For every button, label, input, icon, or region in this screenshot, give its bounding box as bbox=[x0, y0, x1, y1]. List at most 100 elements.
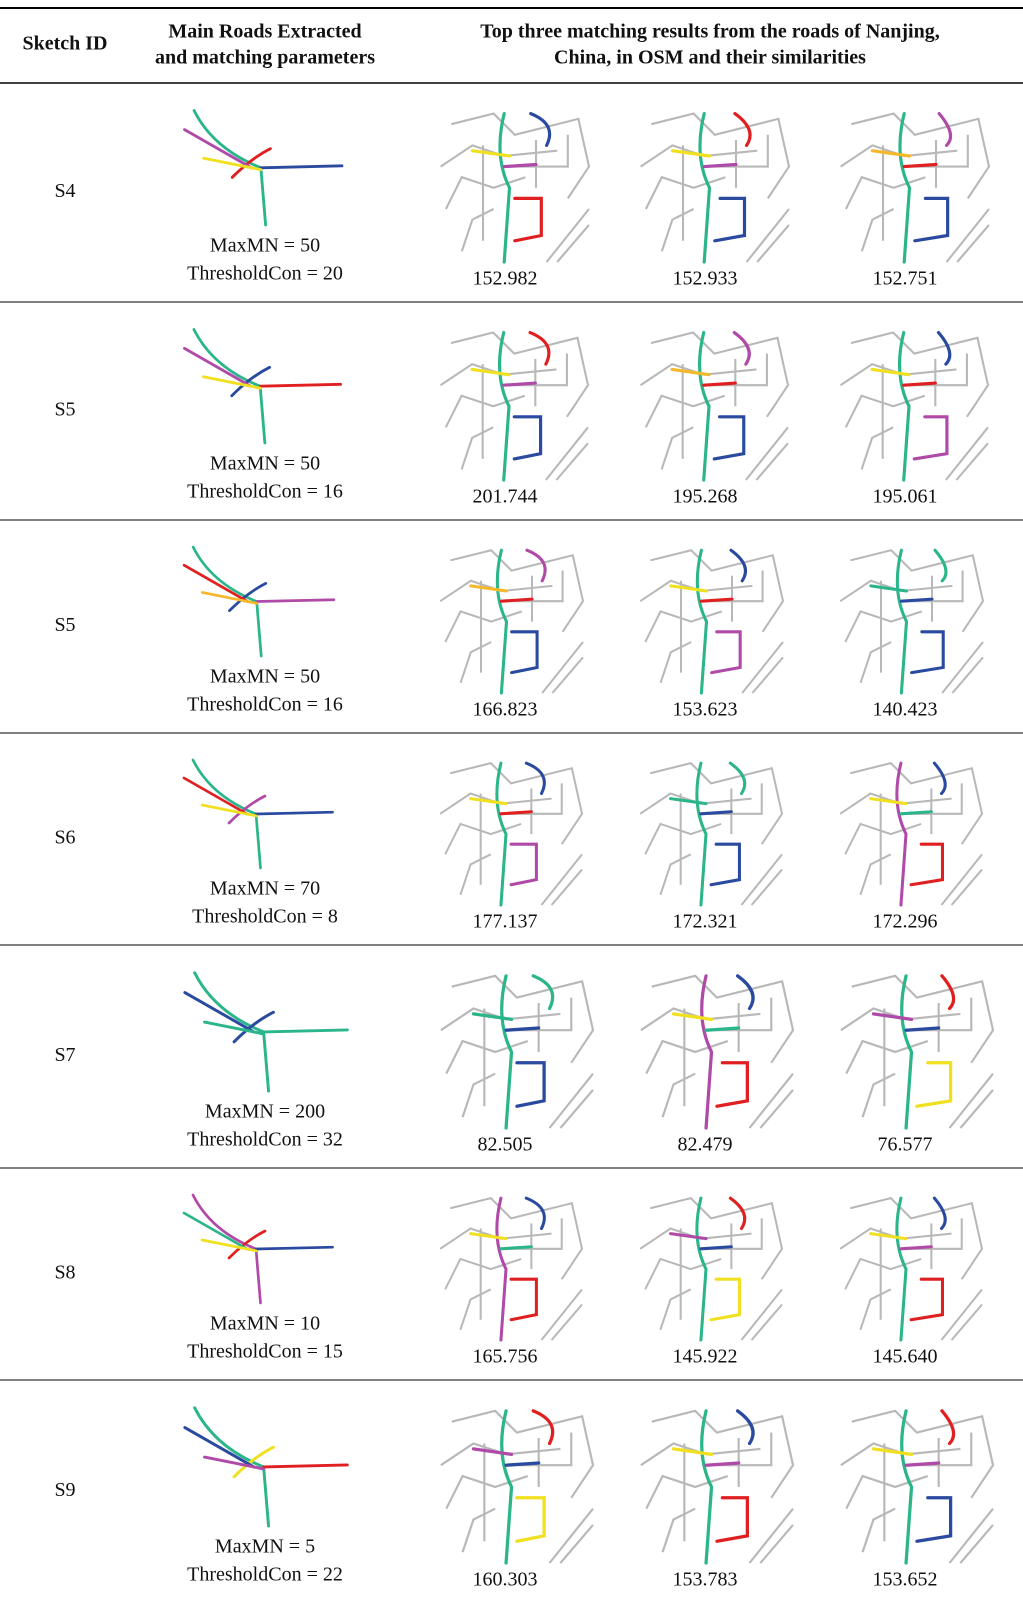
similarity-score: 76.577 bbox=[878, 1134, 933, 1156]
similarity-score: 152.751 bbox=[873, 268, 938, 290]
sketch-stroke bbox=[230, 365, 272, 398]
matched-road bbox=[940, 974, 956, 1011]
similarity-score: 195.061 bbox=[873, 486, 938, 508]
road bbox=[439, 1227, 552, 1250]
road bbox=[959, 1089, 994, 1129]
map-thumbnail bbox=[639, 761, 784, 907]
matched-road bbox=[698, 112, 712, 264]
matched-road bbox=[509, 842, 538, 887]
road bbox=[439, 362, 557, 387]
map-thumbnail bbox=[639, 330, 790, 482]
matched-road bbox=[470, 149, 512, 158]
road bbox=[756, 224, 790, 263]
matched-road bbox=[700, 974, 714, 1130]
road bbox=[959, 1524, 994, 1564]
matched-road bbox=[899, 597, 934, 603]
matched-road bbox=[695, 761, 708, 907]
sketch-stroke bbox=[191, 758, 262, 870]
sketch-stroke bbox=[227, 1229, 267, 1260]
match-parameter: MaxMN = 5 bbox=[215, 1536, 315, 1558]
road bbox=[440, 1442, 561, 1467]
matched-road bbox=[900, 1409, 914, 1565]
sketch-stroke bbox=[203, 1455, 266, 1471]
sketch-stroke bbox=[193, 1406, 271, 1528]
road bbox=[639, 1227, 752, 1250]
matched-road bbox=[728, 1196, 747, 1231]
map-thumbnail bbox=[439, 761, 584, 907]
matched-road bbox=[732, 330, 751, 366]
map-thumbnail bbox=[639, 1196, 784, 1342]
road bbox=[861, 1507, 896, 1553]
map-thumbnail bbox=[840, 1409, 995, 1565]
matched-road bbox=[499, 810, 533, 816]
matched-road bbox=[529, 112, 552, 147]
matched-road bbox=[870, 149, 912, 158]
matched-road bbox=[695, 1196, 708, 1342]
matched-road bbox=[909, 1277, 944, 1322]
matched-road bbox=[735, 1409, 755, 1446]
sketch-stroke bbox=[232, 1445, 275, 1479]
map-thumbnail bbox=[840, 974, 995, 1130]
matched-road bbox=[695, 548, 709, 695]
matched-road bbox=[700, 1409, 714, 1565]
road bbox=[844, 394, 926, 428]
sketch-stroke bbox=[262, 1463, 349, 1469]
sketch-drawing bbox=[183, 109, 344, 227]
map-thumbnail bbox=[440, 112, 591, 264]
road bbox=[644, 822, 722, 855]
road bbox=[659, 641, 692, 684]
header-text: China, in OSM and their similarities bbox=[554, 47, 866, 69]
matched-road bbox=[702, 381, 737, 387]
road bbox=[559, 1089, 594, 1129]
road bbox=[941, 641, 984, 694]
road bbox=[945, 426, 989, 481]
road bbox=[844, 610, 923, 643]
road bbox=[955, 442, 989, 481]
matched-road bbox=[510, 630, 539, 675]
map-thumbnail bbox=[840, 112, 991, 264]
matched-road bbox=[936, 330, 952, 366]
sketch-drawing bbox=[183, 1406, 349, 1528]
matched-road bbox=[895, 1196, 908, 1342]
matched-road bbox=[715, 1496, 749, 1543]
matched-road bbox=[495, 761, 508, 907]
road bbox=[741, 641, 784, 694]
sketch-id: S9 bbox=[54, 1479, 75, 1501]
match-parameter: ThresholdCon = 15 bbox=[187, 1341, 343, 1363]
road bbox=[750, 1303, 783, 1341]
road bbox=[948, 1072, 994, 1129]
road bbox=[745, 208, 790, 263]
matched-road bbox=[515, 1061, 546, 1108]
header-text: and matching parameters bbox=[155, 47, 375, 69]
road bbox=[444, 175, 526, 210]
road bbox=[660, 426, 694, 470]
road bbox=[640, 1007, 761, 1032]
road bbox=[839, 1227, 952, 1250]
header-text: Top three matching results from the road… bbox=[480, 21, 939, 43]
road bbox=[844, 1257, 922, 1290]
road bbox=[859, 853, 892, 896]
matched-road bbox=[728, 761, 747, 796]
road bbox=[548, 1507, 594, 1564]
road bbox=[440, 1007, 561, 1032]
matched-road bbox=[895, 548, 909, 695]
road bbox=[840, 1442, 961, 1467]
road bbox=[751, 656, 784, 694]
road bbox=[844, 175, 926, 210]
similarity-score: 160.303 bbox=[473, 1569, 538, 1591]
sketch-stroke bbox=[191, 1193, 262, 1305]
matched-road bbox=[904, 1026, 941, 1032]
road bbox=[555, 442, 589, 481]
road bbox=[444, 822, 522, 855]
matched-road bbox=[499, 597, 534, 603]
similarity-score: 165.756 bbox=[473, 1346, 538, 1368]
similarity-score: 172.321 bbox=[673, 911, 738, 933]
sketch-stroke bbox=[192, 328, 267, 445]
matched-road bbox=[915, 1496, 953, 1543]
matched-road bbox=[869, 797, 908, 806]
sketch-stroke bbox=[191, 545, 263, 658]
road bbox=[644, 1257, 722, 1290]
sketch-stroke bbox=[259, 164, 344, 170]
road bbox=[644, 394, 726, 428]
